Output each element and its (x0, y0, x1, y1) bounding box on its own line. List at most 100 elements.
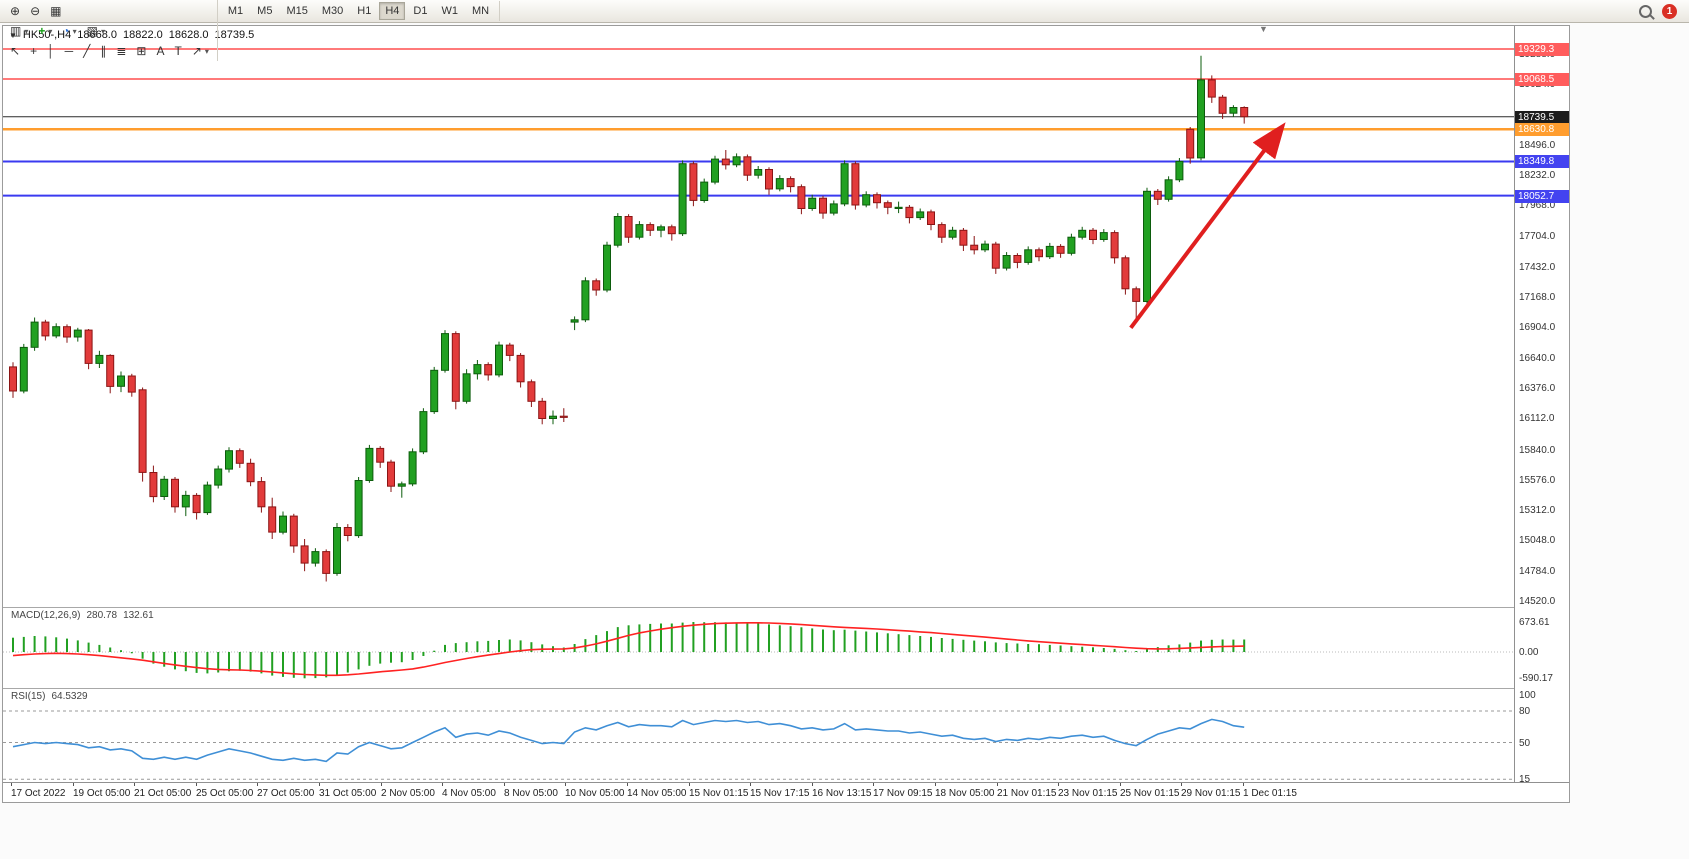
chart-symbol-period: HK50-,H4 (22, 29, 72, 41)
chart-info-line: ▼ HK50-,H4 18668.0 18822.0 18628.0 18739… (9, 29, 254, 41)
horizontal-line-tool-icon: ─ (64, 44, 74, 58)
bullish-candle (397, 483, 406, 487)
main-chart-area[interactable] (3, 26, 1514, 607)
period-button[interactable]: ◔ ▾ (57, 21, 81, 41)
period-icon: ◔ (62, 24, 70, 38)
bullish-candle (117, 375, 125, 387)
crosshair-tool-icon: + (30, 44, 38, 58)
timeframe-button-w1[interactable]: W1 (441, 5, 458, 17)
snapshot-button[interactable]: ▧ ▾ (82, 21, 110, 41)
channel-tool-button[interactable]: ∥ (95, 41, 111, 61)
bullish-candle (1078, 229, 1087, 238)
arrows-tool-button[interactable]: ↗ ▾ (187, 41, 214, 61)
rsi-pane[interactable] (3, 689, 1514, 781)
bearish-candle (937, 224, 946, 238)
bullish-candle (408, 451, 417, 485)
bearish-candle (106, 354, 115, 387)
bullish-candle (775, 178, 784, 190)
bullish-candle (19, 346, 28, 392)
bearish-candle (505, 344, 514, 356)
timeframe-button-m5[interactable]: M5 (257, 5, 273, 17)
price-axis-label: 16376.0 (1519, 383, 1556, 394)
timeframe-button-d1[interactable]: D1 (413, 5, 428, 17)
bullish-candle (430, 369, 439, 413)
trendline-tool-button[interactable]: ╱ (78, 41, 95, 61)
bearish-candle (1186, 128, 1195, 159)
bullish-candle (840, 163, 849, 205)
macd-pane[interactable] (3, 608, 1514, 688)
trend-arrow-annotation[interactable] (1129, 122, 1286, 330)
bearish-candle (883, 202, 892, 208)
timeframe-button-h1[interactable]: H1 (357, 5, 372, 17)
chart-window[interactable]: ▼ HK50-,H4 18668.0 18822.0 18628.0 18739… (2, 24, 1570, 803)
pane-separator[interactable] (3, 688, 1569, 689)
bullish-candle (754, 169, 763, 176)
macd-axis-label: 673.61 (1519, 617, 1550, 628)
bullish-candle (419, 411, 428, 453)
price-axis-label: 14784.0 (1519, 566, 1556, 577)
text-tool-icon: A (156, 44, 165, 58)
bearish-candle (451, 333, 460, 402)
time-axis[interactable]: 17 Oct 2022 19 Oct 05:00 21 Oct 05:00 25 Oc… (3, 782, 1569, 802)
search-icon[interactable] (1639, 5, 1652, 18)
bullish-candle (1067, 236, 1076, 254)
bullish-candle (279, 515, 287, 533)
text-label-tool-button[interactable]: T (169, 41, 186, 61)
price-axis-label: 17432.0 (1519, 262, 1556, 273)
bearish-candle (516, 354, 525, 383)
bearish-candle (1089, 229, 1097, 241)
time-axis-tick (504, 783, 505, 786)
bullish-candle (1143, 190, 1151, 302)
zoom-in-button[interactable]: ⊕ (5, 1, 25, 21)
bearish-candle (927, 211, 935, 225)
new-chart-button[interactable]: + ▾ (33, 21, 57, 41)
notification-badge[interactable]: 1 (1662, 4, 1677, 19)
time-axis-label: 17 Oct 2022 (11, 788, 66, 799)
price-axis[interactable]: 19288.019024.018496.018232.017968.017704… (1514, 26, 1569, 791)
crosshair-tool-button[interactable]: + (25, 41, 42, 61)
bullish-candle (1002, 255, 1011, 269)
cursor-tool-button[interactable]: ↖ (5, 41, 25, 61)
fibonacci-tool-button[interactable]: ≣ (111, 41, 131, 61)
bearish-candle (1013, 255, 1022, 263)
channel-tool-icon: ∥ (100, 44, 107, 58)
bullish-candle (495, 344, 503, 376)
vertical-line-tool-button[interactable]: │ (42, 41, 60, 61)
bearish-candle (559, 415, 568, 418)
bullish-candle (981, 243, 989, 251)
bullish-candle (1197, 79, 1205, 159)
time-axis-tick (442, 783, 443, 786)
time-axis-tick (319, 783, 320, 786)
timeframe-button-m15[interactable]: M15 (286, 5, 308, 17)
time-axis-label: 25 Nov 01:15 (1120, 788, 1180, 799)
bullish-candle (365, 447, 374, 481)
timeframe-button-h4[interactable]: H4 (379, 2, 406, 20)
time-axis-label: 2 Nov 05:00 (381, 788, 435, 799)
bearish-candle (257, 481, 266, 508)
time-axis-tick (196, 783, 197, 786)
macd-signal-value: 132.61 (123, 610, 154, 621)
timeframe-button-m30[interactable]: M30 (321, 5, 344, 17)
bearish-candle (127, 375, 136, 393)
time-axis-tick (935, 783, 936, 786)
zoom-out-button[interactable]: ⊖ (25, 1, 45, 21)
time-axis-tick (873, 783, 874, 786)
timeframe-button-m1[interactable]: M1 (227, 5, 244, 17)
new-chart-icon: + (38, 24, 46, 38)
chart-shift-marker[interactable]: ▼ (1259, 24, 1268, 34)
text-tool-button[interactable]: A (151, 41, 169, 61)
horizontal-line-tool-button[interactable]: ─ (60, 41, 79, 61)
bearish-candle (797, 186, 806, 209)
time-axis-label: 10 Nov 05:00 (565, 788, 625, 799)
bearish-candle (905, 206, 914, 219)
one-click-trading-toggle[interactable]: ▼ (9, 30, 17, 40)
tile-windows-button[interactable]: ▦ (45, 1, 66, 21)
timeframe-button-mn[interactable]: MN (471, 5, 490, 17)
rsi-line (12, 718, 1245, 763)
price-tag: 18739.5 (1515, 111, 1569, 124)
pane-separator[interactable] (3, 607, 1569, 608)
bullish-candle (181, 494, 190, 508)
shapes-tool-button[interactable]: ⊞ (131, 41, 151, 61)
bearish-candle (1056, 245, 1065, 254)
indicators-button[interactable]: ▥ ▾ (5, 21, 33, 41)
